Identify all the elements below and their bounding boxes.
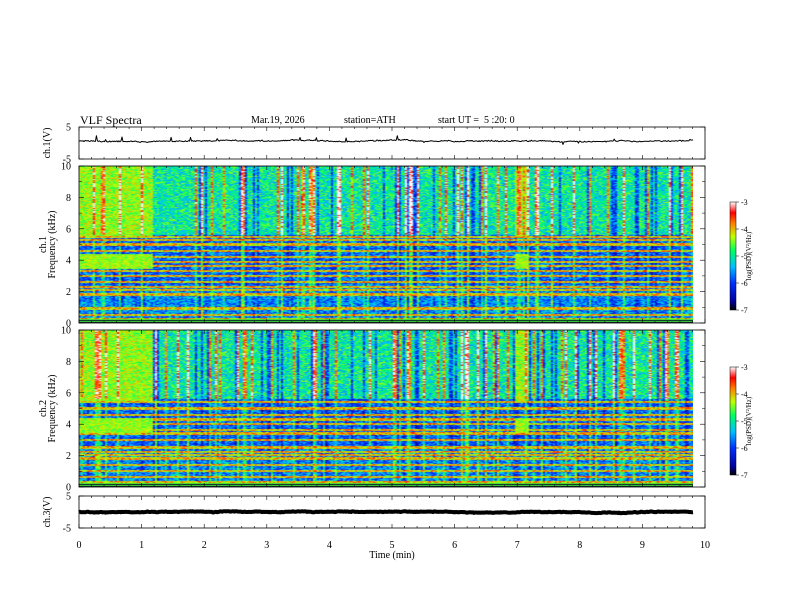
ch1-spectrogram-panel xyxy=(79,166,693,323)
ch1-waveform-panel xyxy=(78,135,694,145)
ch2-colorbar-tick-label: -4 xyxy=(741,390,748,399)
y-tick-label: 5 xyxy=(66,492,71,503)
y-tick-label: 2 xyxy=(66,451,71,462)
ch2-spectrogram-panel xyxy=(79,330,693,487)
ch1-colorbar-label: log(PSD)(V²/Hz) xyxy=(745,231,753,280)
y-tick-label: 10 xyxy=(61,326,71,337)
y-tick-label: 5 xyxy=(66,123,71,134)
x-tick-label: 3 xyxy=(264,540,269,551)
ch2-colorbar-tick-label: -7 xyxy=(741,471,748,480)
figure-title: VLF Spectra xyxy=(80,113,142,127)
ch1-colorbar-tick-label: -3 xyxy=(741,198,748,207)
y-tick-label: 0 xyxy=(66,319,71,330)
y-tick-label: 8 xyxy=(66,357,71,368)
x-tick-label: 9 xyxy=(640,540,645,551)
ch1-colorbar xyxy=(729,201,737,311)
y-axis-label: ch.1 xyxy=(38,236,49,253)
ch1-spectrogram-image xyxy=(79,166,693,323)
ch2-spectrogram-image xyxy=(79,330,693,487)
ch1-waveform-line xyxy=(78,135,694,145)
ch2-colorbar-tick-label: -3 xyxy=(741,363,748,372)
x-tick-label: 1 xyxy=(139,540,144,551)
y-tick-label: 6 xyxy=(66,388,71,399)
ch2-colorbar-tick-label: -5 xyxy=(741,417,748,426)
y-axis-label: ch.1(V) xyxy=(42,128,53,159)
y-tick-label: 4 xyxy=(66,420,71,431)
y-tick-label: -5 xyxy=(63,524,71,535)
ch3-waveform-panel xyxy=(78,509,694,516)
ch1-colorbar-tick-label: -5 xyxy=(741,252,748,261)
ch1-colorbar-tick-label: -4 xyxy=(741,225,748,234)
y-tick-label: 0 xyxy=(66,483,71,494)
y-tick-label: -5 xyxy=(63,155,71,166)
ch2-colorbar-tick-label: -6 xyxy=(741,444,748,453)
ch2-colorbar-label: log(PSD)(V²/Hz) xyxy=(745,396,753,445)
ch1-colorbar-tick-label: -7 xyxy=(741,306,748,315)
start-time-label: start UT = 5 :20: 0 xyxy=(438,115,515,126)
station-label: station=ATH xyxy=(344,115,396,126)
ch1-colorbar-tick-label: -6 xyxy=(741,279,748,288)
x-tick-label: 4 xyxy=(327,540,332,551)
ch3-waveform-line xyxy=(78,509,694,516)
x-tick-label: 2 xyxy=(202,540,207,551)
y-axis-label: Frequency (kHz) xyxy=(47,210,58,278)
y-axis-label: Frequency (kHz) xyxy=(47,374,58,442)
x-tick-label: 0 xyxy=(77,540,82,551)
x-axis-label: Time (min) xyxy=(369,550,414,561)
x-tick-label: 8 xyxy=(577,540,582,551)
date-label: Mar.19, 2026 xyxy=(251,115,305,126)
x-tick-label: 6 xyxy=(452,540,457,551)
x-tick-label: 7 xyxy=(515,540,520,551)
y-axis-label: ch.3(V) xyxy=(42,497,53,528)
y-tick-label: 4 xyxy=(66,256,71,267)
y-tick-label: 8 xyxy=(66,193,71,204)
x-tick-label: 5 xyxy=(390,540,395,551)
ch2-colorbar xyxy=(729,366,737,476)
y-tick-label: 6 xyxy=(66,224,71,235)
y-tick-label: 10 xyxy=(61,162,71,173)
y-axis-label: ch.2 xyxy=(38,400,49,417)
y-tick-label: 2 xyxy=(66,287,71,298)
x-tick-label: 10 xyxy=(700,540,710,551)
frame-ch1-wave xyxy=(78,126,706,160)
